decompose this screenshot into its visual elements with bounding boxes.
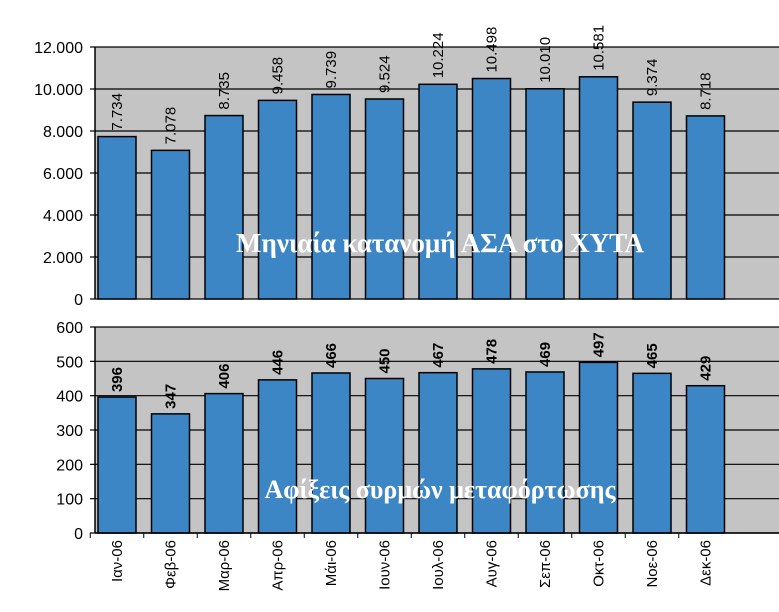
x-tick-label: Ιαν-06 xyxy=(109,540,126,582)
bar xyxy=(418,371,458,534)
y-tick-label: 600 xyxy=(56,320,83,337)
bar xyxy=(632,372,672,534)
data-label: 467 xyxy=(430,343,447,368)
y-tick-label: 8.000 xyxy=(43,124,83,141)
data-label: 396 xyxy=(109,367,126,392)
x-tick-label: Απρ-06 xyxy=(270,540,287,591)
bar xyxy=(685,384,726,534)
bar xyxy=(471,368,512,534)
bar xyxy=(97,135,137,300)
data-label: 9.739 xyxy=(323,51,340,89)
data-label: 7.078 xyxy=(163,107,180,145)
y-tick-label: 10.000 xyxy=(34,82,83,99)
data-label: 406 xyxy=(216,364,233,389)
bar xyxy=(204,392,244,534)
bar xyxy=(364,98,405,300)
y-tick-label: 500 xyxy=(56,354,83,371)
chart-title: Μηνιαία κατανομή ΑΣΑ στο ΧΥΤΑ xyxy=(236,228,644,258)
bar xyxy=(97,396,137,534)
chart-panel-1: 0 2.000 4.000 6.000 8.000 10.000 12.000 7.734 7.… xyxy=(34,25,779,309)
x-tick-label: Ιουν-06 xyxy=(377,540,394,590)
x-tick-label: Νοε-06 xyxy=(644,540,661,588)
bar xyxy=(578,76,619,300)
bar xyxy=(257,99,298,300)
data-label: 497 xyxy=(591,332,608,357)
y-tick-label: 12.000 xyxy=(34,40,83,57)
bar xyxy=(525,88,565,300)
data-label: 10.010 xyxy=(537,37,554,83)
data-label: 446 xyxy=(270,350,287,375)
bar xyxy=(578,361,619,534)
x-tick-label: Μαρ-06 xyxy=(216,540,233,591)
y-tick-label: 0 xyxy=(74,526,83,543)
data-label: 7.734 xyxy=(109,93,126,131)
bar xyxy=(525,371,565,534)
bar xyxy=(311,372,351,534)
data-label: 469 xyxy=(537,342,554,367)
y-tick-label: 300 xyxy=(56,423,83,440)
bar xyxy=(150,413,191,534)
bar xyxy=(257,379,298,534)
bar xyxy=(632,101,672,300)
data-label: 450 xyxy=(377,348,394,373)
x-tick-label: Αυγ-06 xyxy=(484,540,501,587)
x-tick-label: Σεπ-06 xyxy=(537,540,554,588)
data-label: 9.374 xyxy=(644,59,661,97)
y-tick-label: 200 xyxy=(56,457,83,474)
bar xyxy=(685,115,726,300)
bar xyxy=(150,149,191,300)
data-label: 478 xyxy=(484,339,501,364)
data-label: 10.224 xyxy=(430,32,447,78)
x-tick-label: Οκτ-06 xyxy=(591,540,608,587)
data-label: 8.735 xyxy=(216,72,233,110)
chart-title: Αφίξεις συρμών μεταφόρτωσης xyxy=(264,475,616,504)
x-tick-label: Δεκ-06 xyxy=(698,540,715,586)
data-label: 10.498 xyxy=(484,27,501,73)
data-label: 9.524 xyxy=(377,55,394,93)
data-label: 9.458 xyxy=(270,57,287,95)
bar xyxy=(364,377,405,534)
y-tick-label: 0 xyxy=(74,292,83,309)
data-label: 465 xyxy=(644,343,661,368)
y-tick-label: 6.000 xyxy=(43,166,83,183)
data-label: 429 xyxy=(698,356,715,381)
bar xyxy=(311,93,351,300)
y-tick-label: 4.000 xyxy=(43,208,83,225)
data-label: 347 xyxy=(163,384,180,409)
y-tick-label: 100 xyxy=(56,492,83,509)
bar xyxy=(418,83,458,300)
y-tick-label: 400 xyxy=(56,389,83,406)
data-label: 10.581 xyxy=(591,25,608,71)
x-tick-label: Ιουλ-06 xyxy=(430,540,447,590)
bar xyxy=(471,77,512,300)
chart-panel-2: 0 100 200 300 400 500 600 396 347 406 446 466 450 467… xyxy=(56,320,779,543)
data-label: 8.718 xyxy=(698,72,715,110)
data-label: 466 xyxy=(323,343,340,368)
bar xyxy=(204,114,244,300)
y-tick-label: 2.000 xyxy=(43,250,83,267)
x-tick-label: Φεβ-06 xyxy=(163,540,180,589)
x-tick-label: Μάι-06 xyxy=(323,540,340,586)
